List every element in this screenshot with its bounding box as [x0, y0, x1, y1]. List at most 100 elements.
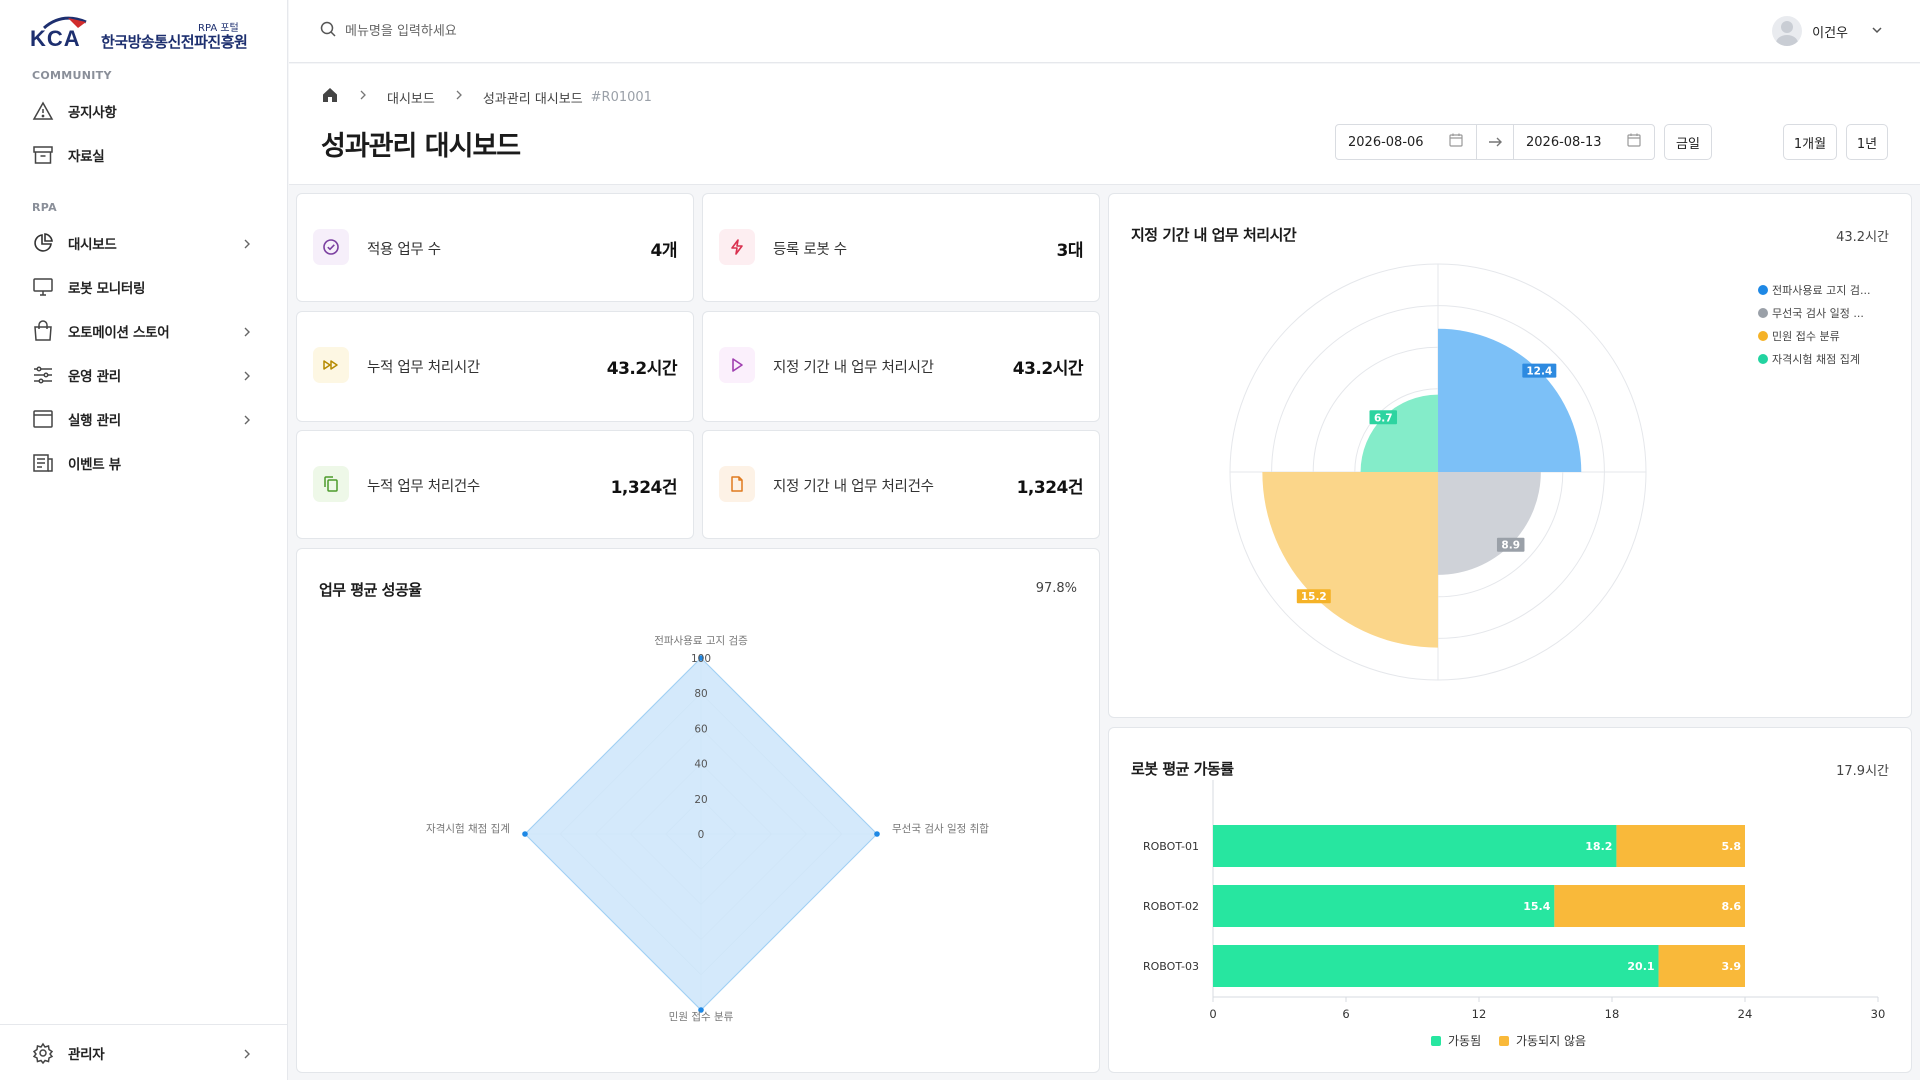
- user-name: 이건우: [1812, 25, 1848, 41]
- radar-tick-label: 60: [694, 723, 707, 735]
- polar-value-label: 15.2: [1301, 591, 1327, 603]
- sidebar-item-dashboard[interactable]: 대시보드: [16, 223, 272, 263]
- chevron-right-icon: [240, 324, 254, 343]
- bar-x-tick-label: 12: [1472, 1007, 1487, 1021]
- page-title: 성과관리 대시보드: [321, 131, 521, 162]
- date-from-field[interactable]: 2026-08-06: [1335, 124, 1477, 160]
- card-value: 97.8%: [1035, 581, 1077, 596]
- window-icon: [32, 408, 54, 430]
- monitor-icon: [32, 276, 54, 298]
- section-label-community: COMMUNITY: [32, 69, 112, 82]
- radar-axis-label: 민원 접수 분류: [669, 1011, 734, 1023]
- polar-value-label-bg: [1296, 589, 1331, 604]
- legend-label: 가동됨: [1448, 1034, 1481, 1048]
- stat-label: 적용 업무 수: [367, 242, 441, 258]
- chevron-right-icon: [240, 236, 254, 255]
- sidebar-item-archive[interactable]: 자료실: [16, 135, 272, 175]
- legend-dot: [1758, 308, 1768, 318]
- sidebar-item-robot-monitoring[interactable]: 로봇 모니터링: [16, 267, 272, 307]
- radar-tick-label: 80: [694, 688, 707, 700]
- legend-dot: [1758, 331, 1768, 341]
- sidebar-item-admin[interactable]: 관리자: [16, 1033, 272, 1073]
- sidebar-item-label: 운영 관리: [68, 369, 121, 385]
- sidebar-item-automation-store[interactable]: 오토메이션 스토어: [16, 311, 272, 351]
- bar-category-label: ROBOT-03: [1143, 960, 1199, 973]
- sidebar-item-label: 오토메이션 스토어: [68, 325, 170, 341]
- bar-segment: [1213, 885, 1555, 927]
- chevron-right-icon: [357, 89, 369, 105]
- stat-card-period-time: 지정 기간 내 업무 처리시간 43.2시간: [702, 311, 1100, 422]
- bar-x-tick-label: 0: [1209, 1007, 1216, 1021]
- lightning-icon: [719, 229, 755, 265]
- sidebar-item-label: 실행 관리: [68, 413, 121, 429]
- calendar-icon: [1448, 132, 1464, 152]
- archive-icon: [32, 144, 54, 166]
- file-icon: [719, 466, 755, 502]
- chevron-right-icon: [240, 412, 254, 431]
- bar-segment: [1213, 945, 1659, 987]
- bar-x-tick-label: 24: [1738, 1007, 1753, 1021]
- bar-segment: [1554, 885, 1745, 927]
- legend-label: 자격시험 채점 집계: [1772, 353, 1860, 366]
- sidebar-item-operation[interactable]: 운영 관리: [16, 355, 272, 395]
- radar-axis-label: 자격시험 채점 집계: [426, 822, 510, 835]
- stat-value: 1,324건: [610, 478, 678, 498]
- page-header: 대시보드 성과관리 대시보드 #R01001 성과관리 대시보드 2026-08…: [289, 64, 1920, 185]
- stat-value: 1,324건: [1016, 478, 1084, 498]
- gear-icon: [32, 1042, 54, 1064]
- user-menu[interactable]: 이건우: [1772, 16, 1884, 46]
- stat-value: 3대: [1056, 241, 1084, 261]
- polar-slice: [1262, 472, 1438, 648]
- logo-org-name: 한국방송통신전파진흥원: [101, 33, 248, 51]
- breadcrumb-item[interactable]: 대시보드: [387, 91, 435, 107]
- sidebar-item-label: 관리자: [68, 1047, 105, 1063]
- radar-point: [874, 831, 880, 837]
- search-icon[interactable]: [319, 20, 337, 42]
- logo-brand: KCA: [30, 26, 81, 51]
- polar-slice: [1438, 472, 1541, 575]
- sidebar-item-execution[interactable]: 실행 관리: [16, 399, 272, 439]
- radar-point: [698, 655, 704, 661]
- date-to-field[interactable]: 2026-08-13: [1513, 124, 1655, 160]
- shopping-bag-icon: [32, 320, 54, 342]
- one-year-button[interactable]: 1년: [1846, 124, 1888, 160]
- breadcrumb: 대시보드 성과관리 대시보드 #R01001: [321, 86, 652, 108]
- bar-x-tick-label: 30: [1871, 1007, 1886, 1021]
- check-circle-icon: [313, 229, 349, 265]
- stat-card-period-count: 지정 기간 내 업무 처리건수 1,324건: [702, 430, 1100, 539]
- date-to-value: 2026-08-13: [1526, 134, 1602, 150]
- sliders-icon: [32, 364, 54, 386]
- polar-value-label-bg: [1496, 537, 1525, 552]
- today-button[interactable]: 금일: [1664, 124, 1712, 160]
- stat-value: 43.2시간: [1012, 359, 1084, 379]
- logo-swoosh-icon: [43, 16, 87, 30]
- copy-icon: [313, 466, 349, 502]
- menu-search-input[interactable]: [345, 23, 645, 39]
- logo-portal-label: RPA 포털: [198, 23, 239, 34]
- bar-x-tick-label: 18: [1605, 1007, 1620, 1021]
- sidebar: KCA RPA 포털 한국방송통신전파진흥원 COMMUNITY 공지사항 자료…: [0, 0, 288, 1080]
- stat-value: 43.2시간: [606, 359, 678, 379]
- sidebar-item-notice[interactable]: 공지사항: [16, 91, 272, 131]
- stacked-bar-chart: 0 6 12 18 24 30 ROBOT-01 18.2 5.8 ROBOT-02 15.4 8.6…: [1143, 780, 1886, 1048]
- sidebar-item-label: 대시보드: [68, 237, 117, 253]
- stat-label: 지정 기간 내 업무 처리건수: [773, 479, 934, 495]
- sidebar-item-label: 공지사항: [68, 105, 117, 121]
- success-rate-card: 업무 평균 성공율 97.8% 100 80 60 40 20 0 전파사용료 고지 검증 무…: [296, 548, 1100, 1073]
- polar-value-label: 12.4: [1526, 366, 1552, 378]
- radar-point: [522, 831, 528, 837]
- radar-point: [698, 1007, 704, 1013]
- polar-value-label-bg: [1369, 410, 1398, 425]
- home-icon[interactable]: [321, 86, 339, 108]
- polar-value-label: 8.9: [1501, 540, 1520, 552]
- logo[interactable]: KCA RPA 포털 한국방송통신전파진흥원: [30, 14, 260, 54]
- chevron-right-icon: [240, 368, 254, 387]
- card-value: 43.2시간: [1836, 230, 1889, 245]
- avatar: [1772, 16, 1803, 46]
- radar-axis-label: 전파사용료 고지 검증: [654, 635, 748, 647]
- one-month-button[interactable]: 1개월: [1783, 124, 1837, 160]
- polar-value-label: 6.7: [1374, 412, 1393, 424]
- sidebar-item-event-view[interactable]: 이벤트 뷰: [16, 443, 272, 483]
- legend-dot: [1758, 285, 1768, 295]
